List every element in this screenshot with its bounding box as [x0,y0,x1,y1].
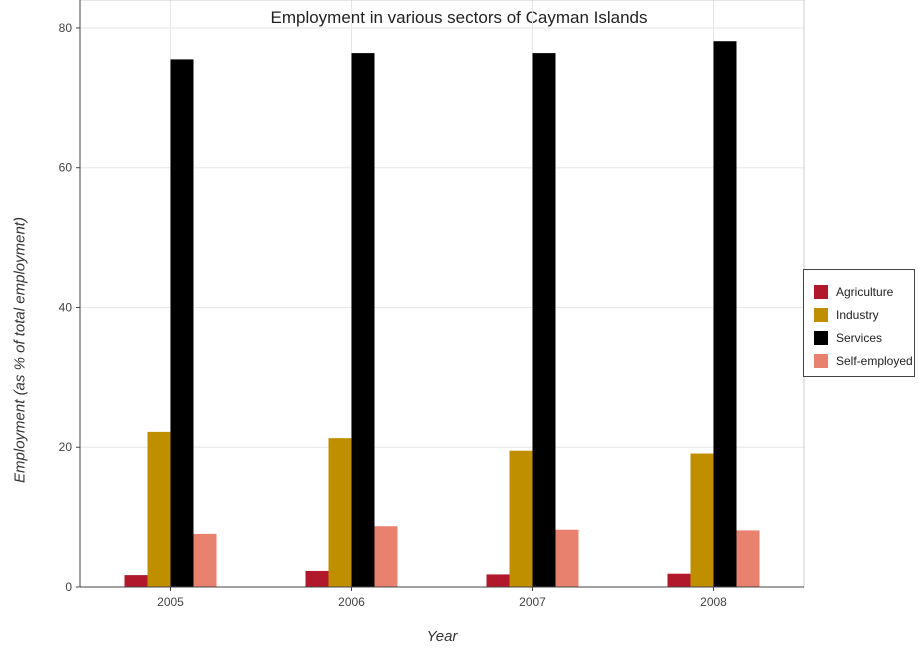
x-tick-label: 2005 [157,595,184,609]
y-tick-label: 80 [59,21,73,35]
y-tick-label: 0 [65,580,72,594]
legend-label-self-employed: Self-employed [836,354,913,368]
legend-item-industry: Industry [814,307,879,323]
bar-services-2007 [532,53,556,588]
x-tick-label: 2008 [700,595,727,609]
bar-industry-2007 [509,450,533,587]
bar-industry-2005 [147,431,171,587]
legend-swatch-industry [814,308,828,322]
legend-label-agriculture: Agriculture [836,285,894,299]
y-tick-label: 20 [59,440,73,454]
bar-services-2005 [170,59,194,588]
legend-item-self-employed: Self-employed [814,353,913,369]
bar-self-employed-2006 [374,526,398,587]
legend-item-services: Services [814,330,882,346]
bar-agriculture-2007 [486,574,510,587]
bar-industry-2006 [328,438,352,587]
legend: Agriculture Industry Services Self-emplo… [803,269,915,377]
legend-item-agriculture: Agriculture [814,284,893,300]
bar-self-employed-2008 [736,530,760,587]
legend-label-industry: Industry [836,308,879,322]
legend-swatch-self-employed [814,354,828,368]
x-axis-label: Year [426,628,458,645]
x-tick-label: 2007 [519,595,546,609]
bar-self-employed-2007 [555,529,579,587]
chart-title: Employment in various sectors of Cayman … [270,8,648,27]
bar-industry-2008 [690,453,714,587]
y-axis-label: Employment (as % of total employment) [11,217,29,483]
bar-agriculture-2006 [305,570,329,587]
legend-label-services: Services [836,331,883,345]
bar-services-2006 [351,53,375,588]
bar-self-employed-2005 [193,533,217,587]
y-tick-label: 60 [59,161,73,175]
x-tick-label: 2006 [338,595,365,609]
bar-services-2008 [713,41,737,588]
bar-agriculture-2005 [124,575,148,587]
legend-swatch-agriculture [814,285,828,299]
bar-agriculture-2008 [667,573,691,587]
y-tick-label: 40 [59,300,73,314]
legend-swatch-services [814,331,828,345]
